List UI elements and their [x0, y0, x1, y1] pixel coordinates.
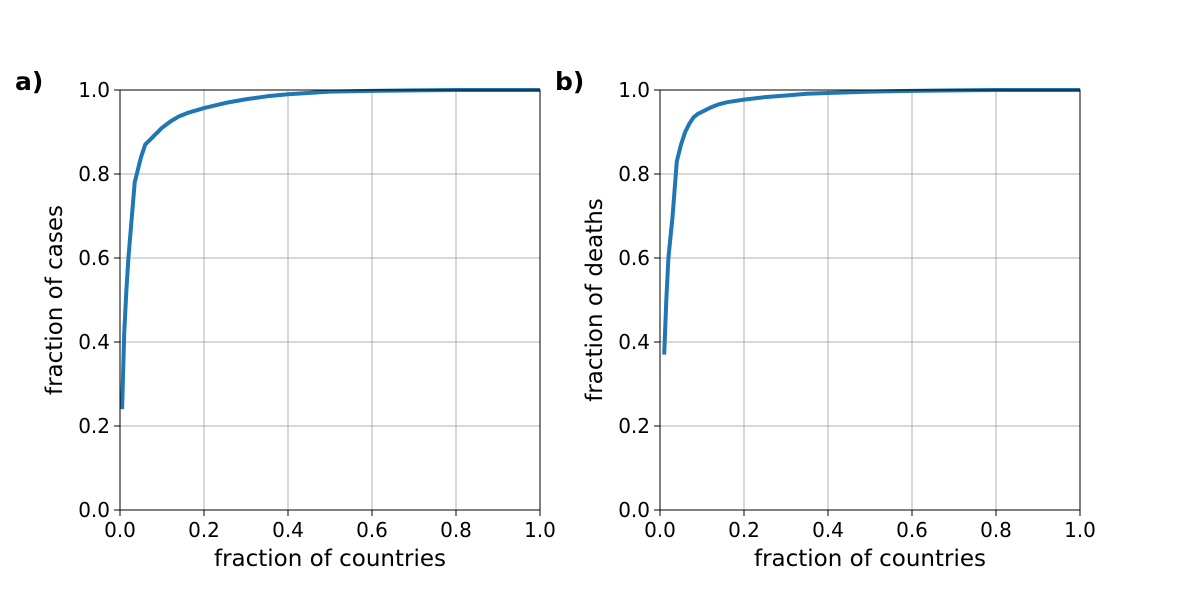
x-tick-label: 0.8	[440, 518, 472, 542]
x-tick-label: 0.2	[728, 518, 760, 542]
y-axis-label: fraction of deaths	[582, 198, 608, 402]
x-tick-label: 0.2	[188, 518, 220, 542]
x-tick-label: 0.0	[644, 518, 676, 542]
y-tick-label: 0.4	[78, 330, 110, 354]
y-tick-label: 0.0	[618, 498, 650, 522]
x-tick-label: 0.4	[812, 518, 844, 542]
y-tick-label: 0.8	[78, 162, 110, 186]
y-axis-label: fraction of cases	[42, 205, 68, 395]
y-tick-label: 0.4	[618, 330, 650, 354]
panel-label: a)	[15, 67, 43, 96]
y-tick-label: 1.0	[618, 78, 650, 102]
plot-frame	[659, 89, 1081, 511]
x-tick-label: 0.6	[896, 518, 928, 542]
y-tick-label: 0.6	[618, 246, 650, 270]
x-axis-label: fraction of countries	[754, 546, 986, 572]
y-tick-label: 0.6	[78, 246, 110, 270]
y-tick-label: 0.0	[78, 498, 110, 522]
chart-panel-a: 0.0 0.2 0.4 0.6 0.8 1.0 0.0 0.2 0.4 0.6 0.8 1.0 frac…	[15, 67, 556, 572]
y-tick-label: 1.0	[78, 78, 110, 102]
y-tick-label: 0.2	[618, 414, 650, 438]
x-tick-label: 0.6	[356, 518, 388, 542]
y-tick-label: 0.2	[78, 414, 110, 438]
plot-frame	[119, 89, 541, 511]
x-tick-label: 0.8	[980, 518, 1012, 542]
x-tick-label: 1.0	[1064, 518, 1096, 542]
series-line	[662, 88, 1080, 355]
series-line	[120, 88, 540, 410]
chart-panel-b: 0.0 0.2 0.4 0.6 0.8 1.0 0.0 0.2 0.4 0.6 0.8 1.0 frac…	[555, 67, 1096, 572]
panel-label: b)	[555, 67, 584, 96]
x-axis-label: fraction of countries	[214, 546, 446, 572]
x-tick-label: 0.4	[272, 518, 304, 542]
x-tick-label: 1.0	[524, 518, 556, 542]
x-tick-label: 0.0	[104, 518, 136, 542]
y-tick-label: 0.8	[618, 162, 650, 186]
